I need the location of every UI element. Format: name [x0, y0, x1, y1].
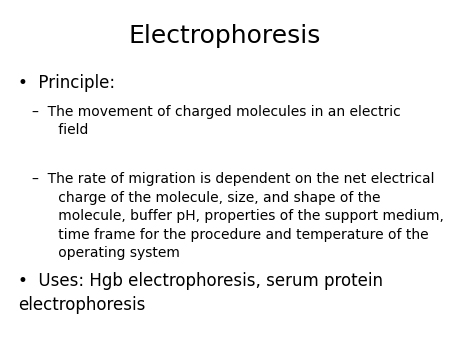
- Text: –  The rate of migration is dependent on the net electrical
      charge of the : – The rate of migration is dependent on …: [32, 172, 443, 260]
- Text: –  The movement of charged molecules in an electric
      field: – The movement of charged molecules in a…: [32, 105, 400, 137]
- Text: •  Principle:: • Principle:: [18, 74, 115, 92]
- Text: Electrophoresis: Electrophoresis: [129, 24, 321, 48]
- Text: •  Uses: Hgb electrophoresis, serum protein
electrophoresis: • Uses: Hgb electrophoresis, serum prote…: [18, 272, 383, 314]
